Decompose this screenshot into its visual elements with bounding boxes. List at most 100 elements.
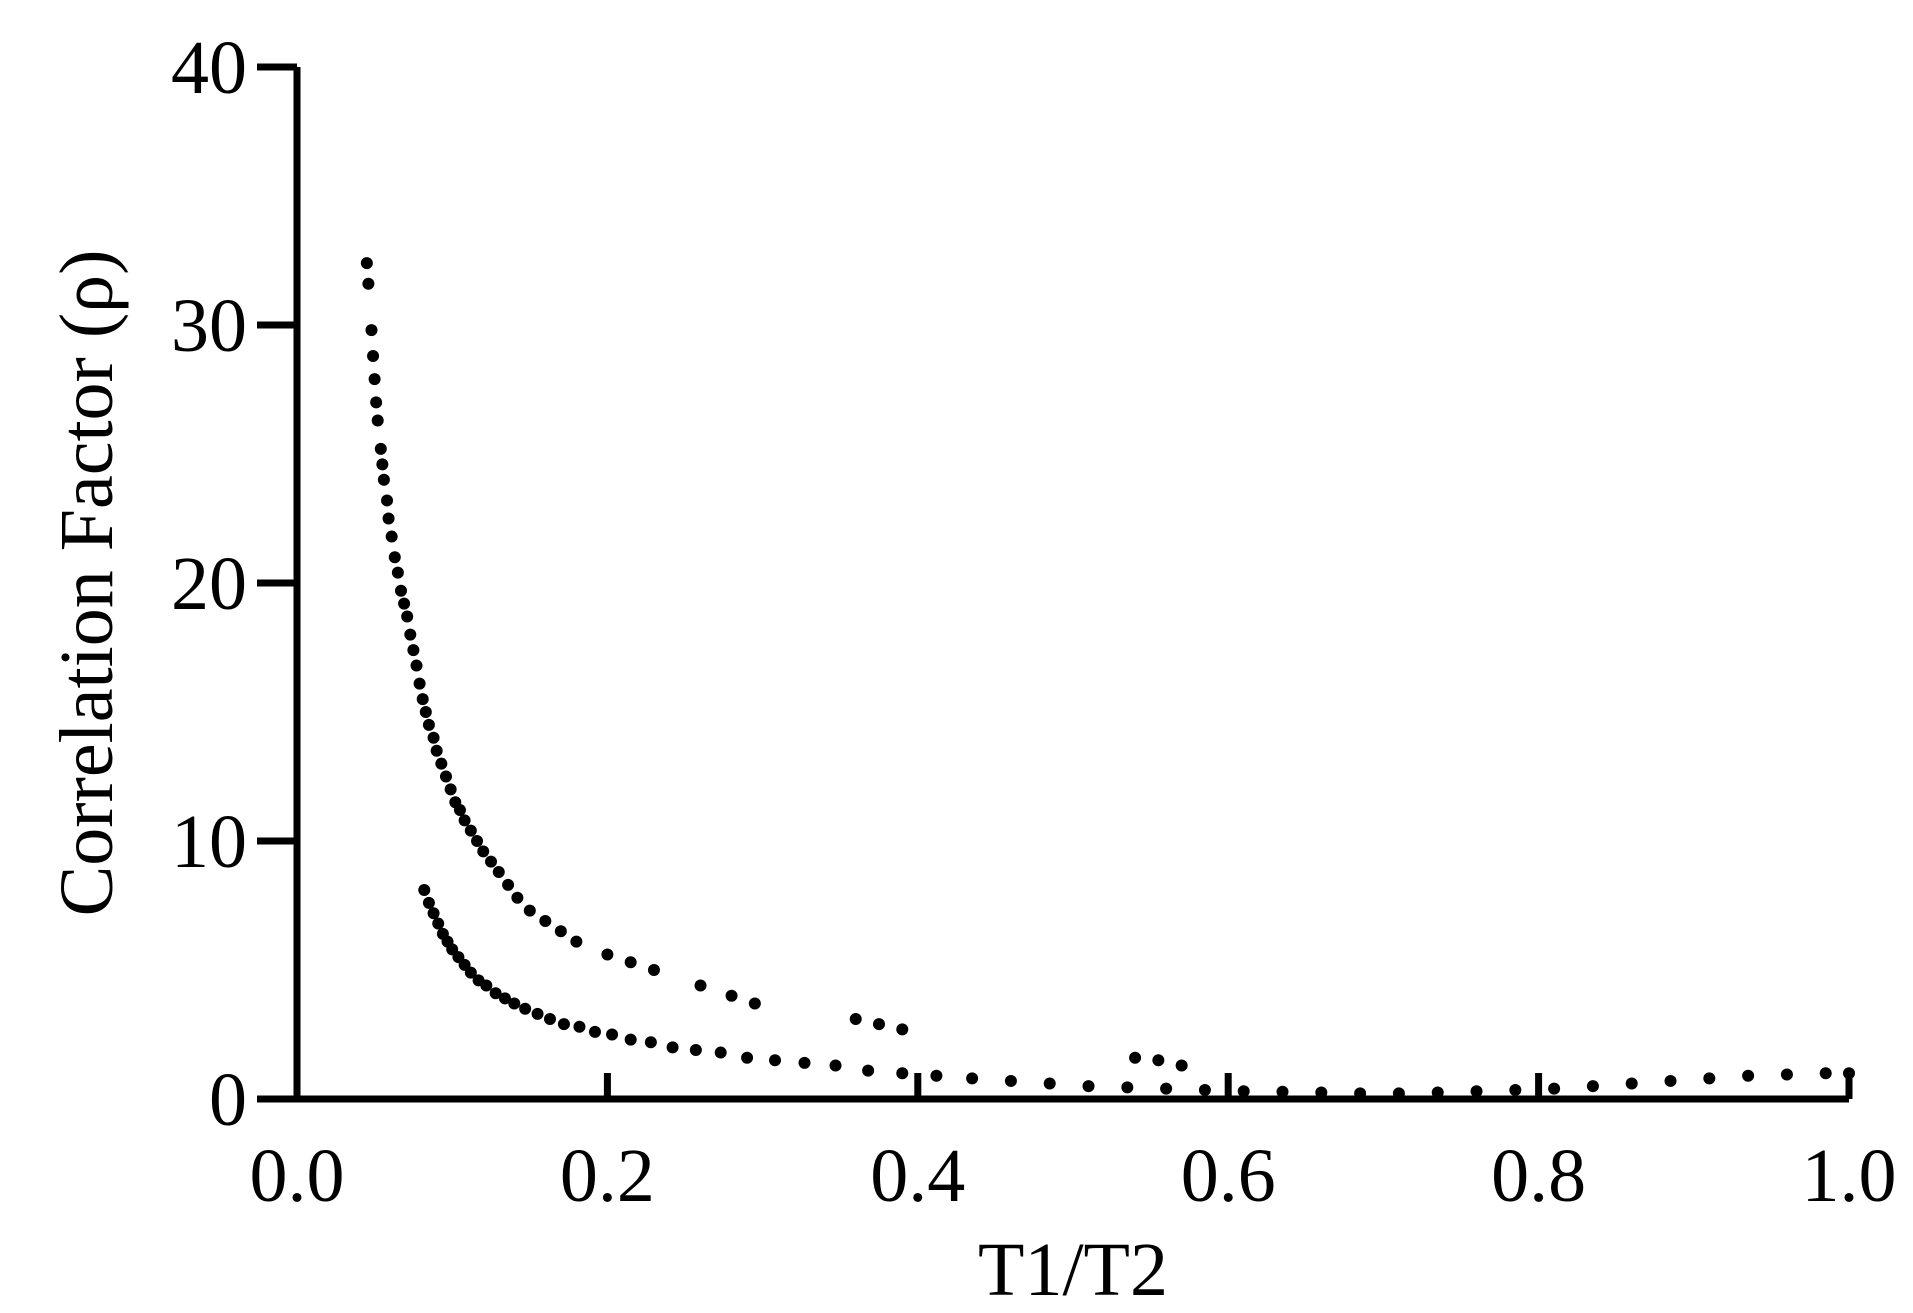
x-tick-label-1.0: 1.0 [1802,1134,1897,1218]
data-point [480,979,493,992]
data-point [1625,1077,1638,1090]
data-point [394,584,407,597]
data-point [725,989,738,1002]
data-point [1175,1059,1188,1072]
data-point [1198,1083,1211,1096]
series-2 [418,884,1855,1100]
data-point [849,1013,862,1026]
data-point [370,396,383,409]
x-tick-label-0.6: 0.6 [1181,1134,1276,1218]
data-point [368,373,381,386]
data-points [360,257,1855,1100]
data-point [432,917,445,930]
data-point [554,925,567,938]
data-point [464,966,477,979]
data-point [1509,1083,1522,1096]
data-point [1129,1051,1142,1064]
data-point [360,257,373,270]
data-point [385,530,398,543]
data-point [427,907,440,920]
data-point [624,956,637,969]
data-point [382,512,395,525]
data-point [1780,1068,1793,1081]
data-point [570,935,583,948]
data-point [666,1041,679,1054]
data-point [398,597,411,610]
data-point [453,804,466,817]
data-point [418,884,431,897]
data-point [966,1072,979,1085]
y-tick-label-40: 40 [171,26,247,110]
x-axis-title: T1/T2 [978,1228,1168,1312]
data-point [464,824,477,837]
y-tick-label-0: 0 [209,1058,247,1142]
data-point [427,731,440,744]
data-point [1703,1072,1716,1085]
data-point [689,1043,702,1056]
x-tick-label-0.8: 0.8 [1491,1134,1586,1218]
data-point [1082,1080,1095,1093]
data-point [862,1064,875,1077]
data-point [388,551,401,564]
data-point [606,1028,619,1041]
data-point [829,1059,842,1072]
data-point [588,1025,601,1038]
data-point [1160,1082,1173,1095]
data-point [404,628,417,641]
x-tick-label-0.2: 0.2 [560,1134,655,1218]
data-point [1586,1080,1599,1093]
data-point [471,835,484,847]
data-point [930,1069,943,1082]
data-point [439,770,452,783]
data-point [694,979,707,992]
axis-ticks: 0 10 20 30 40 0.0 0.2 0.4 0.6 0.8 1.0 [171,26,1897,1218]
data-point [557,1018,570,1031]
data-point [391,566,404,579]
data-point [362,277,375,290]
data-point [371,414,384,427]
data-point [508,997,521,1010]
y-tick-label-20: 20 [171,542,247,626]
y-axis-title: Correlation Factor (ρ) [45,250,129,917]
data-point [531,1007,544,1020]
data-point [1276,1085,1289,1098]
data-point [1152,1054,1165,1067]
data-point [381,494,394,507]
data-point [458,814,471,827]
data-point [365,324,378,337]
x-tick-label-0.4: 0.4 [870,1134,965,1218]
data-point [741,1051,754,1064]
data-point [435,757,448,770]
data-point [376,458,389,471]
data-point [410,659,423,672]
data-point [1004,1074,1017,1087]
data-point [798,1056,811,1069]
data-point [489,987,502,1000]
data-point [769,1054,782,1067]
data-point [1819,1067,1832,1080]
data-point [485,855,497,868]
data-point [523,904,536,917]
data-point [511,891,524,904]
data-point [498,992,511,1005]
data-point [896,1023,909,1036]
data-point [416,693,429,706]
data-point [374,442,387,455]
data-point [422,718,435,731]
data-point [477,845,490,858]
data-point [444,783,457,796]
data-point [1664,1074,1677,1087]
data-point [492,865,505,878]
data-point [896,1067,909,1080]
data-point [543,1013,556,1026]
data-point [419,706,432,718]
y-tick-label-30: 30 [171,284,247,368]
data-point [1237,1085,1250,1098]
data-point [1470,1085,1483,1098]
data-point [430,744,443,757]
data-point [422,896,435,909]
data-point [539,914,552,927]
data-point [647,964,660,976]
data-point [573,1020,586,1033]
